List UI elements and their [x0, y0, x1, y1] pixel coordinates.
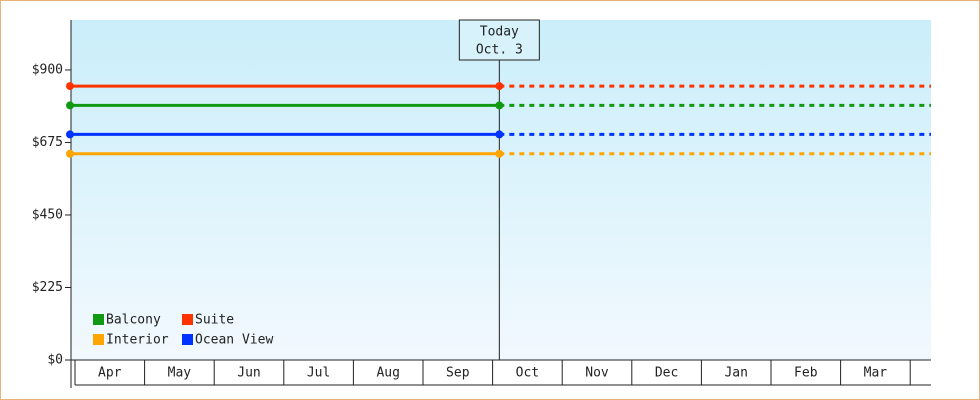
legend-label: Suite: [195, 313, 234, 328]
x-tick-label: Jan: [724, 366, 747, 381]
y-tick-label: $900: [32, 62, 63, 77]
price-point: [66, 82, 74, 91]
x-tick-label: Jul: [307, 366, 330, 381]
price-point: [66, 101, 74, 110]
price-point: [66, 130, 74, 139]
x-tick-label: Feb: [794, 366, 818, 381]
x-tick-label: Sep: [446, 366, 470, 381]
today-box: [458, 19, 540, 61]
price-point: [495, 130, 504, 139]
y-tick-label: $675: [32, 135, 63, 150]
legend-swatch: [182, 334, 193, 345]
x-tick-label: Nov: [585, 366, 609, 381]
today-label: Today: [480, 25, 519, 40]
price-point: [495, 149, 504, 158]
legend-label: Ocean View: [195, 333, 273, 348]
legend-swatch: [93, 314, 104, 325]
legend-swatch: [93, 334, 104, 345]
y-tick-label: $225: [32, 280, 63, 295]
price-point: [495, 101, 504, 110]
x-tick-label: Aug: [376, 366, 399, 381]
price-point: [66, 149, 74, 158]
x-tick-label: Apr: [98, 366, 122, 381]
x-tick-label: Dec: [655, 366, 678, 381]
x-tick-label: Mar: [864, 366, 888, 381]
y-tick-label: $0: [47, 353, 63, 368]
plot-area: [71, 20, 931, 360]
x-tick-label: May: [168, 366, 192, 381]
legend-label: Balcony: [106, 313, 161, 328]
y-tick-label: $450: [32, 207, 63, 222]
x-tick-label: Jun: [237, 366, 260, 381]
legend-swatch: [182, 314, 193, 325]
today-date: Oct. 3: [476, 43, 523, 58]
price-point: [495, 82, 504, 91]
legend-label: Interior: [106, 333, 169, 348]
x-tick-label: Oct: [516, 366, 539, 381]
